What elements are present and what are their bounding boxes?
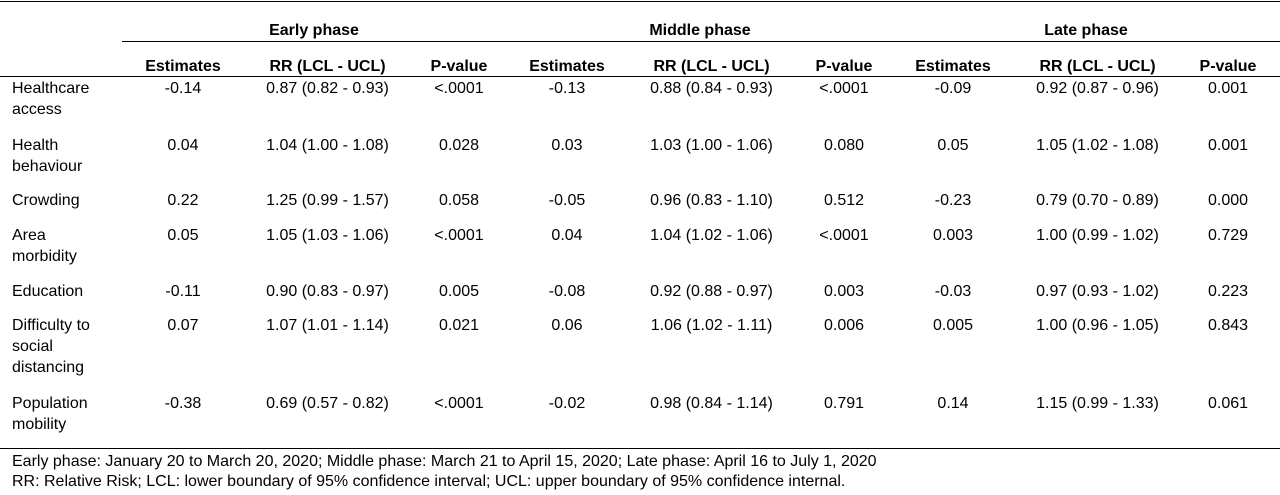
row-label: Area morbidity bbox=[12, 227, 77, 265]
table-cell: 0.223 bbox=[1207, 283, 1249, 300]
table-cell: 0.061 bbox=[1207, 395, 1249, 412]
table-cell: 0.92 (0.87 - 0.96) bbox=[1036, 80, 1159, 97]
table-cell: 0.03 bbox=[551, 137, 583, 154]
table-cell: 0.07 bbox=[167, 317, 199, 334]
table-cell: 0.04 bbox=[167, 137, 199, 154]
table-cell: 0.97 (0.93 - 1.02) bbox=[1036, 283, 1159, 300]
col-header-late-estimates: Estimates bbox=[915, 58, 991, 75]
table-cell: 0.005 bbox=[932, 317, 974, 334]
table-cell: 0.92 (0.88 - 0.97) bbox=[650, 283, 773, 300]
row-label: Education bbox=[12, 283, 84, 300]
table-cell: <.0001 bbox=[434, 395, 484, 412]
table-cell: 0.006 bbox=[823, 317, 865, 334]
table-cell: -0.13 bbox=[548, 80, 586, 97]
table-cell: -0.03 bbox=[934, 283, 972, 300]
footnote-abbreviations: RR: Relative Risk; LCL: lower boundary o… bbox=[12, 473, 846, 490]
col-header-early-pvalue: P-value bbox=[430, 58, 488, 75]
table-cell: 0.021 bbox=[438, 317, 480, 334]
row-label: Crowding bbox=[12, 192, 80, 209]
table-cell: -0.14 bbox=[164, 80, 202, 97]
table-cell: 0.058 bbox=[438, 192, 480, 209]
col-header-late-pvalue: P-value bbox=[1199, 58, 1257, 75]
table-cell: 1.00 (0.99 - 1.02) bbox=[1036, 227, 1159, 244]
table-cell: 0.96 (0.83 - 1.10) bbox=[650, 192, 773, 209]
table-cell: 1.07 (1.01 - 1.14) bbox=[266, 317, 389, 334]
top-rule bbox=[0, 1, 1280, 2]
header-rule bbox=[0, 76, 1280, 77]
table-cell: 0.791 bbox=[823, 395, 865, 412]
table-cell: 0.005 bbox=[438, 283, 480, 300]
table-cell: 1.04 (1.00 - 1.08) bbox=[266, 137, 389, 154]
table-cell: -0.02 bbox=[548, 395, 586, 412]
table-cell: 0.90 (0.83 - 0.97) bbox=[266, 283, 389, 300]
table-cell: 0.729 bbox=[1207, 227, 1249, 244]
table-cell: <.0001 bbox=[819, 80, 869, 97]
table-cell: -0.23 bbox=[934, 192, 972, 209]
table-cell: 1.06 (1.02 - 1.11) bbox=[650, 317, 773, 334]
table-cell: 0.79 (0.70 - 0.89) bbox=[1036, 192, 1159, 209]
table-cell: 0.14 bbox=[937, 395, 969, 412]
phase-rule bbox=[122, 41, 1280, 42]
table-cell: -0.05 bbox=[548, 192, 586, 209]
table-cell: 0.001 bbox=[1207, 80, 1249, 97]
footnote-phases: Early phase: January 20 to March 20, 202… bbox=[12, 453, 877, 470]
table-cell: 0.98 (0.84 - 1.14) bbox=[650, 395, 773, 412]
col-header-late-rr: RR (LCL - UCL) bbox=[1039, 58, 1156, 75]
col-header-early-estimates: Estimates bbox=[145, 58, 221, 75]
col-header-middle-rr: RR (LCL - UCL) bbox=[653, 58, 770, 75]
col-header-early-rr: RR (LCL - UCL) bbox=[269, 58, 386, 75]
table-cell: -0.11 bbox=[165, 283, 201, 300]
phase-header-middle: Middle phase bbox=[649, 22, 751, 39]
table-cell: 0.06 bbox=[551, 317, 583, 334]
table-cell: 0.87 (0.82 - 0.93) bbox=[266, 80, 389, 97]
col-header-middle-estimates: Estimates bbox=[529, 58, 605, 75]
table-cell: <.0001 bbox=[434, 80, 484, 97]
phase-header-early: Early phase bbox=[269, 22, 359, 39]
table-cell: 0.000 bbox=[1207, 192, 1249, 209]
bottom-rule bbox=[0, 448, 1280, 449]
table-cell: 1.04 (1.02 - 1.06) bbox=[650, 227, 773, 244]
row-label: Population mobility bbox=[12, 395, 88, 433]
table-cell: -0.08 bbox=[548, 283, 586, 300]
table-cell: 0.05 bbox=[167, 227, 199, 244]
table-cell: 0.003 bbox=[823, 283, 865, 300]
table-cell: 0.843 bbox=[1207, 317, 1249, 334]
table-cell: 0.080 bbox=[823, 137, 865, 154]
table-cell: 0.22 bbox=[167, 192, 199, 209]
table-cell: <.0001 bbox=[819, 227, 869, 244]
table-cell: 1.03 (1.00 - 1.06) bbox=[650, 137, 773, 154]
table-cell: <.0001 bbox=[434, 227, 484, 244]
table-cell: 0.512 bbox=[823, 192, 865, 209]
table-cell: 0.001 bbox=[1207, 137, 1249, 154]
table-cell: 0.04 bbox=[551, 227, 583, 244]
table-cell: 1.05 (1.02 - 1.08) bbox=[1036, 137, 1159, 154]
table-cell: 0.003 bbox=[932, 227, 974, 244]
col-header-middle-pvalue: P-value bbox=[815, 58, 873, 75]
phase-header-late: Late phase bbox=[1044, 22, 1128, 39]
table-cell: 0.028 bbox=[438, 137, 480, 154]
row-label: Health behaviour bbox=[12, 137, 83, 175]
table-cell: 0.88 (0.84 - 0.93) bbox=[650, 80, 773, 97]
row-label: Healthcare access bbox=[12, 80, 90, 118]
row-label: Difficulty to social distancing bbox=[12, 317, 90, 376]
table-cell: 0.05 bbox=[937, 137, 969, 154]
table-cell: 1.05 (1.03 - 1.06) bbox=[266, 227, 389, 244]
table-cell: 1.00 (0.96 - 1.05) bbox=[1036, 317, 1159, 334]
table-cell: 0.69 (0.57 - 0.82) bbox=[266, 395, 389, 412]
table-cell: -0.38 bbox=[164, 395, 202, 412]
table-cell: 1.15 (0.99 - 1.33) bbox=[1036, 395, 1159, 412]
table-cell: 1.25 (0.99 - 1.57) bbox=[266, 192, 389, 209]
table-cell: -0.09 bbox=[934, 80, 972, 97]
